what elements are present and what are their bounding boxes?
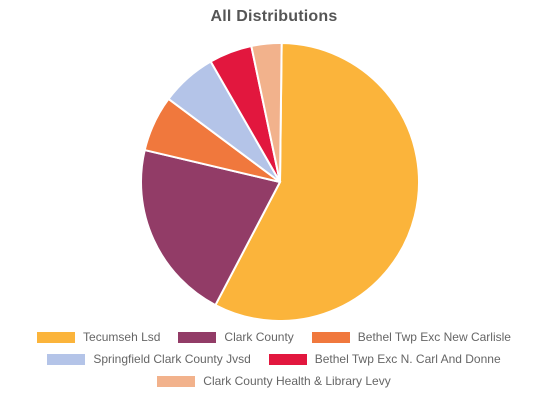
- pie-chart: [140, 41, 420, 320]
- legend-item: Springfield Clark County Jvsd: [47, 352, 251, 366]
- legend-swatch: [311, 331, 350, 343]
- legend-row: Clark County Health & Library Levy: [0, 370, 548, 392]
- legend-swatch: [268, 353, 307, 365]
- legend-label: Clark County: [224, 330, 294, 344]
- legend-label: Clark County Health & Library Levy: [203, 374, 391, 388]
- legend-item: Bethel Twp Exc N. Carl And Donne: [268, 352, 501, 366]
- legend-swatch: [37, 331, 76, 343]
- legend-item: Clark County Health & Library Levy: [157, 374, 391, 388]
- legend-row: Springfield Clark County Jvsd Bethel Twp…: [0, 348, 548, 370]
- legend-label: Bethel Twp Exc New Carlisle: [357, 330, 511, 344]
- pie-slice: [250, 42, 283, 183]
- legend-swatch: [157, 375, 196, 387]
- legend-row: Tecumseh Lsd Clark County Bethel Twp Exc…: [0, 326, 548, 348]
- legend-item: Tecumseh Lsd: [37, 330, 160, 344]
- legend-swatch: [47, 353, 86, 365]
- legend-item: Clark County: [178, 330, 294, 344]
- legend-item: Bethel Twp Exc New Carlisle: [311, 330, 511, 344]
- legend-swatch: [178, 331, 217, 343]
- chart-title: All Distributions: [210, 8, 338, 25]
- pie-slice: [214, 41, 420, 320]
- legend-label: Springfield Clark County Jvsd: [93, 352, 251, 366]
- chart-legend: Tecumseh Lsd Clark County Bethel Twp Exc…: [0, 326, 548, 392]
- pie-slice: [140, 148, 282, 307]
- legend-label: Bethel Twp Exc N. Carl And Donne: [314, 352, 501, 366]
- legend-label: Tecumseh Lsd: [83, 330, 161, 344]
